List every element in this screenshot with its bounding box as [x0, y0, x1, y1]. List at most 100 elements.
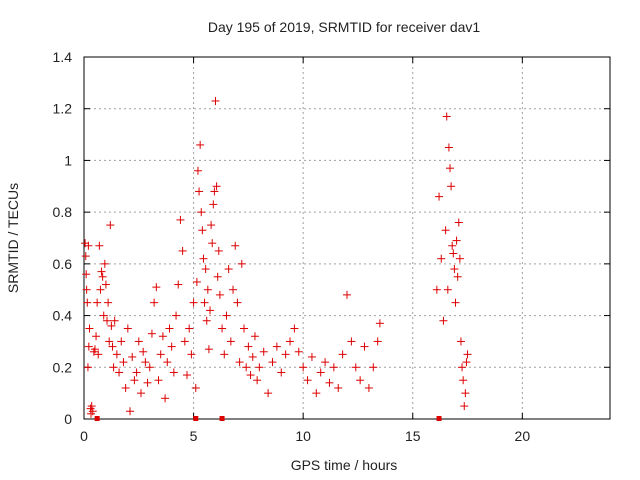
data-point: [191, 383, 200, 392]
data-point: [84, 241, 93, 250]
y-tick-label: 1.4: [53, 49, 73, 65]
data-point: [126, 407, 135, 416]
data-point: [106, 221, 115, 230]
data-point: [201, 265, 210, 274]
data-point: [136, 389, 145, 398]
data-point: [203, 285, 212, 294]
data-point: [442, 112, 451, 121]
chart-title: Day 195 of 2019, SRMTID for receiver dav…: [208, 19, 481, 35]
data-point: [325, 378, 334, 387]
data-point: [432, 285, 441, 294]
data-point: [220, 350, 229, 359]
data-point: [294, 347, 303, 356]
data-point: [375, 319, 384, 328]
data-point: [83, 298, 92, 307]
data-point: [213, 272, 222, 281]
data-point: [185, 324, 194, 333]
data-point: [449, 249, 458, 258]
data-point: [458, 363, 467, 372]
data-point: [364, 383, 373, 392]
data-point: [460, 402, 469, 411]
data-point: [143, 378, 152, 387]
data-point: [109, 363, 118, 372]
data-point: [96, 285, 105, 294]
data-point: [224, 265, 233, 274]
x-tick-label: 15: [405, 428, 421, 444]
data-point: [98, 272, 107, 281]
data-point: [183, 371, 192, 380]
data-point: [103, 316, 112, 325]
data-point: [448, 241, 457, 250]
data-point: [356, 376, 365, 385]
data-point: [107, 321, 116, 330]
data-point: [84, 342, 93, 351]
data-point: [85, 324, 94, 333]
data-point: [197, 208, 206, 217]
data-point: [459, 376, 468, 385]
x-tick-label: 0: [80, 428, 88, 444]
data-point: [99, 311, 108, 320]
baseline-marker: [94, 416, 100, 421]
data-point: [145, 363, 154, 372]
data-point: [88, 407, 97, 416]
data-point: [222, 311, 231, 320]
data-point: [286, 337, 295, 346]
data-point: [451, 298, 460, 307]
data-point: [329, 363, 338, 372]
data-point: [214, 246, 223, 255]
data-point: [97, 267, 106, 276]
data-point: [174, 280, 183, 289]
data-point: [290, 324, 299, 333]
data-point: [303, 376, 312, 385]
data-point: [94, 350, 103, 359]
data-point: [206, 306, 215, 315]
data-point: [152, 283, 161, 292]
data-point: [104, 298, 113, 307]
data-point: [112, 350, 121, 359]
data-point: [316, 368, 325, 377]
data-point: [208, 239, 217, 248]
data-point: [233, 298, 242, 307]
data-point: [87, 402, 96, 411]
data-point: [456, 337, 465, 346]
data-point: [199, 254, 208, 263]
y-tick-label: 1: [64, 152, 72, 168]
data-point: [180, 337, 189, 346]
data-point: [209, 200, 218, 209]
data-point: [167, 342, 176, 351]
data-point: [90, 345, 99, 354]
data-point: [215, 290, 224, 299]
data-point: [128, 352, 137, 361]
data-point: [141, 358, 150, 367]
x-axis-ticks: 0 5 10 15 20: [80, 57, 530, 444]
data-point: [237, 259, 246, 268]
x-tick-label: 5: [190, 428, 198, 444]
data-point: [195, 187, 204, 196]
data-point: [200, 298, 209, 307]
data-point: [82, 285, 91, 294]
data-point: [169, 368, 178, 377]
data-point: [105, 337, 114, 346]
data-point: [81, 252, 90, 261]
data-point: [338, 350, 347, 359]
data-point: [253, 376, 262, 385]
data-point: [156, 350, 165, 359]
data-point: [264, 389, 273, 398]
data-point: [239, 324, 248, 333]
data-point: [204, 345, 213, 354]
baseline-marker: [219, 416, 225, 421]
baseline-marker: [436, 416, 442, 421]
data-point: [187, 350, 196, 359]
data-point: [347, 337, 356, 346]
data-point: [321, 358, 330, 367]
data-point: [235, 358, 244, 367]
data-point: [163, 358, 172, 367]
y-axis-label: SRMTID / TECUs: [5, 183, 21, 293]
baseline-marker: [193, 416, 199, 421]
data-point: [455, 254, 464, 263]
data-point: [299, 363, 308, 372]
y-tick-label: 0.8: [53, 204, 73, 220]
data-point: [444, 143, 453, 152]
data-point: [369, 363, 378, 372]
